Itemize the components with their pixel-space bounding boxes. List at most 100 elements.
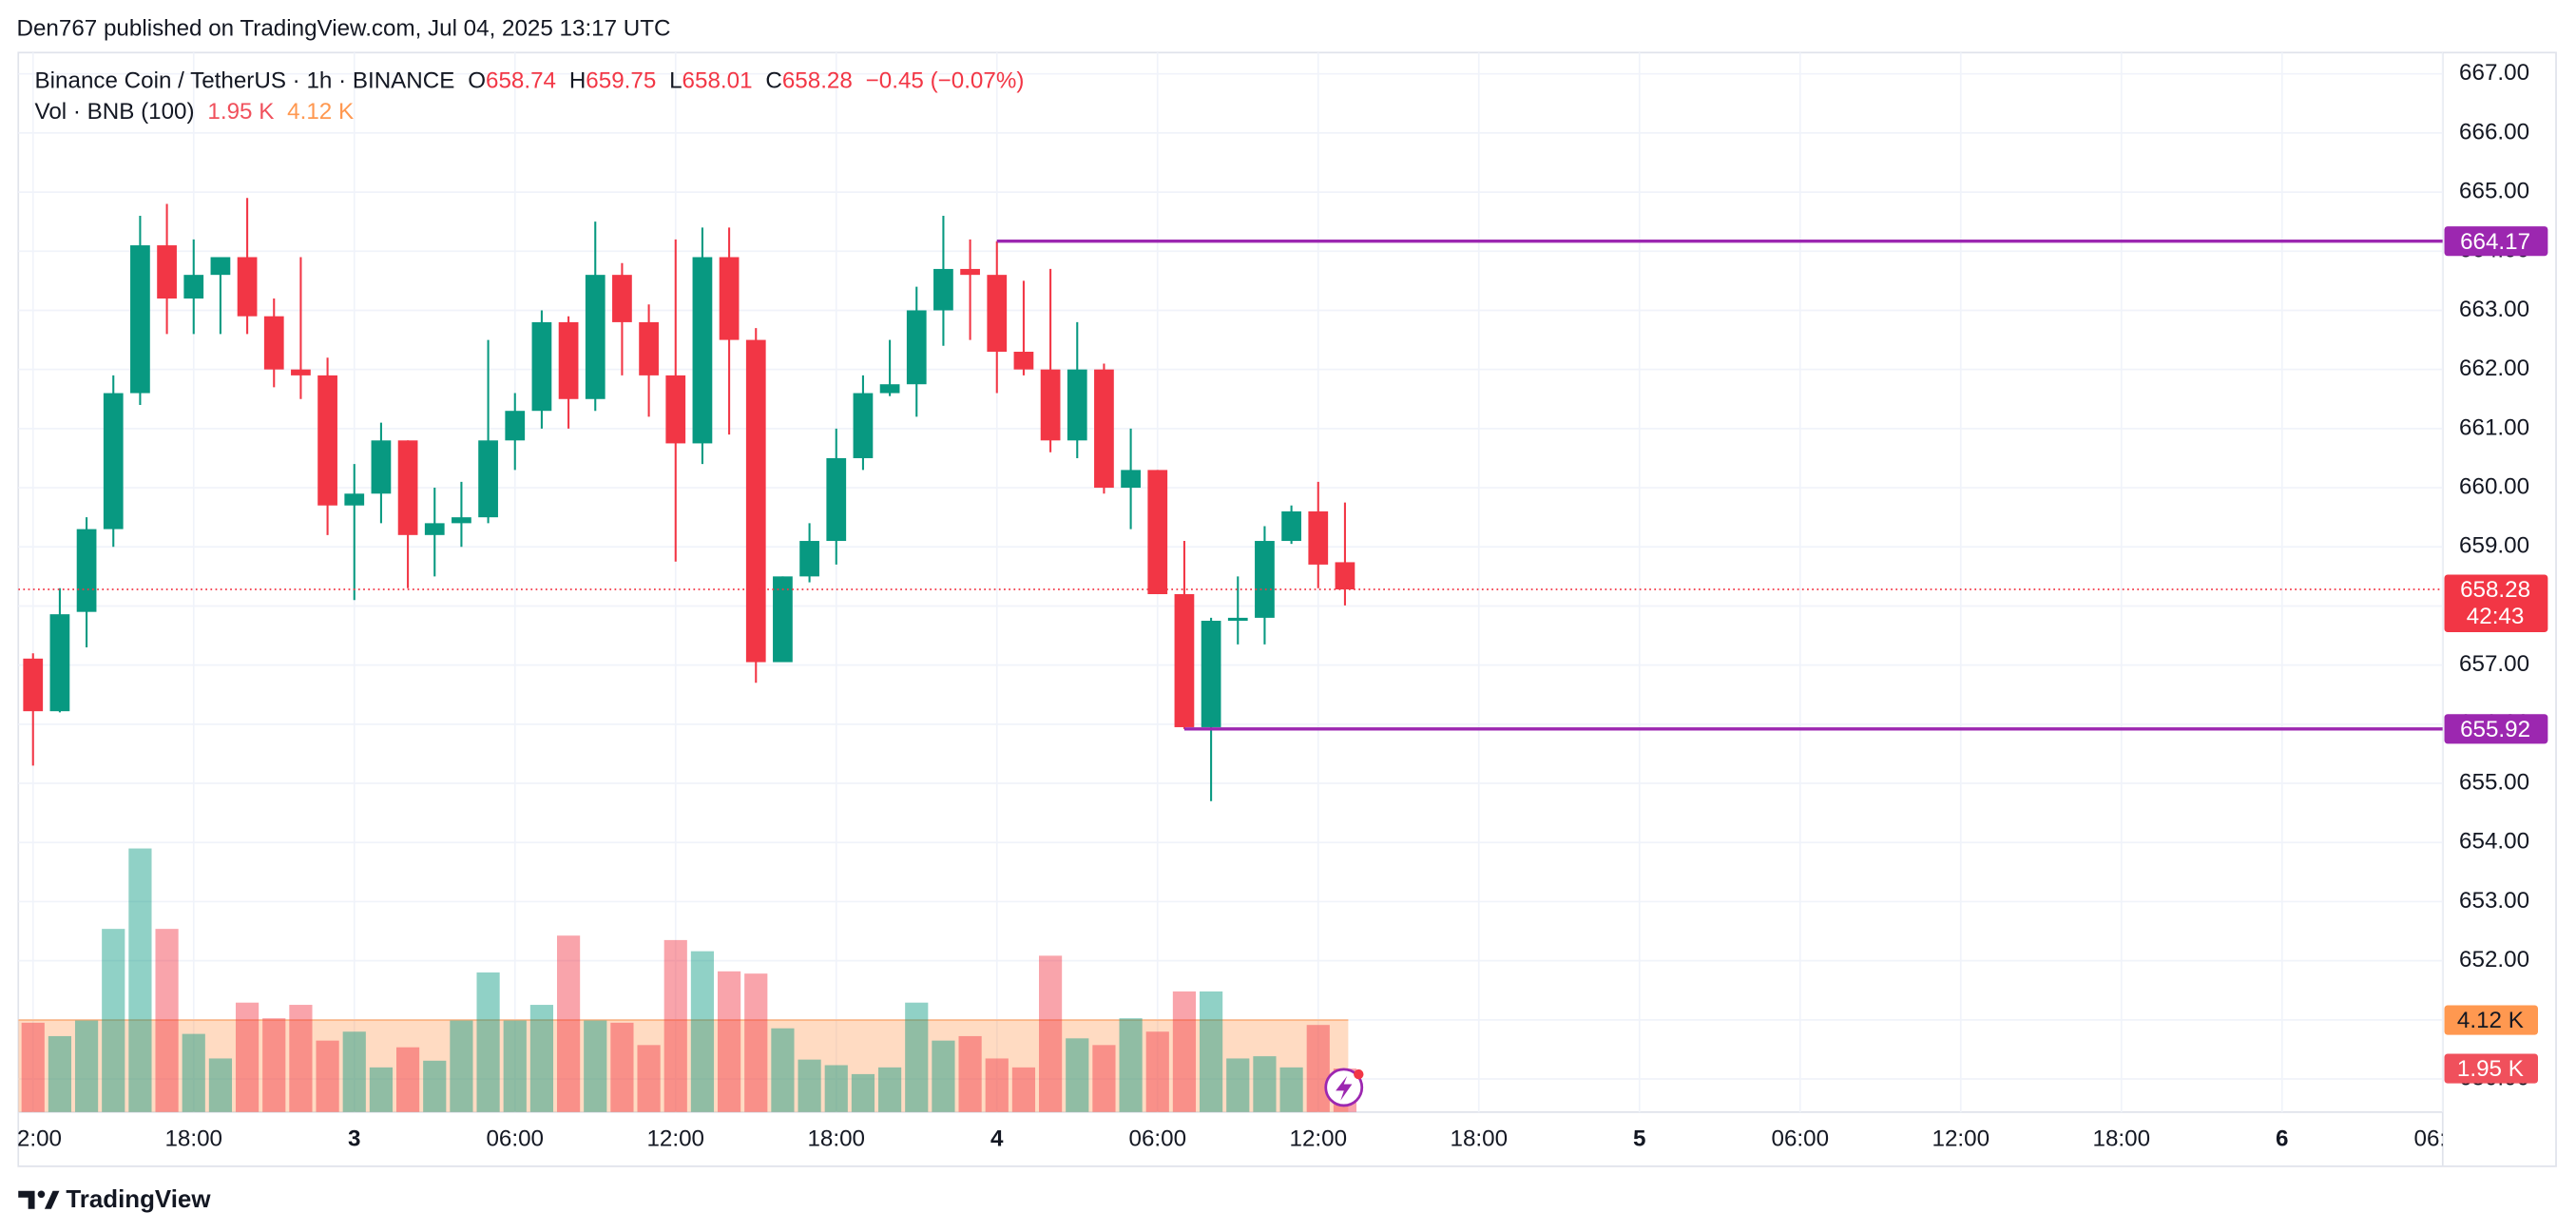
grid [18,52,2443,1112]
volume-bar [1119,1018,1143,1112]
x-tick-label: 5 [1633,1126,1645,1152]
candle-body [639,321,659,375]
volume-bar [182,1033,205,1112]
volume-bar [395,1047,420,1112]
y-tick-label: 652.00 [2459,947,2529,972]
volume-ma-tag [2444,1005,2539,1035]
volume-value: 1.95 K [207,100,274,125]
x-tick-label: 06:00 [2414,1126,2472,1152]
candle-body [1067,369,1087,441]
x-tick-label: 3 [348,1126,360,1152]
volume-bar [663,939,687,1112]
candle-body [1227,617,1248,622]
candle-body [1094,369,1114,489]
candle-body [478,440,498,518]
brand: TradingView [66,1186,211,1213]
volume-bar [369,1067,394,1112]
candle-body [103,393,124,529]
ohlc-letter: H [569,68,586,94]
volume-bar [932,1040,955,1112]
x-tick-label: 6 [2276,1126,2288,1152]
volume-title: Vol · BNB (100) [35,100,195,125]
y-tick-label: 659.00 [2459,533,2529,559]
volume-bar [342,1031,366,1112]
candle-body [505,411,526,441]
legend: Binance Coin / TetherUS · 1h · BINANCE O6… [35,68,1025,125]
symbol: Binance Coin / TetherUS · 1h · BINANCE [35,68,455,94]
ohlc-letter: O [468,68,486,94]
candle-body [371,440,392,494]
y-tick-label: 662.00 [2459,356,2529,381]
candle-body [49,614,70,712]
change: −0.45 (−0.07%) [866,68,1025,94]
volume-bar [235,1002,260,1112]
legend-row: Vol · BNB (100) 1.95 K 4.12 K [35,100,355,125]
candle-body [1174,594,1195,727]
volume-bar [584,1020,607,1112]
candle-body [183,275,204,299]
volume-bar [744,973,768,1112]
volume-bar [1200,991,1223,1112]
candle-body [291,369,311,375]
candle-body [1335,562,1355,590]
publisher: Den767 published on TradingView.com, Jul… [17,15,671,41]
candle-body [1121,470,1141,489]
volume-tag [2444,1053,2539,1084]
x-tick-label: 18:00 [807,1126,865,1152]
volume-bar [316,1040,339,1112]
volume-pane [18,848,1357,1112]
volume-bar [128,848,152,1112]
y-tick-label: 657.00 [2459,651,2529,677]
candle-body [585,275,606,399]
volume-bar [21,1022,45,1112]
level-tag [2444,226,2548,257]
frame [17,51,2557,1167]
ohlc-letter: C [765,68,781,94]
x-tick-label: 18:00 [164,1126,222,1152]
volume-ma-value: 4.12 K [287,100,354,125]
candle-body [826,457,847,542]
price-tag-label: 658.28 [2460,577,2530,603]
x-tick-label: 4 [990,1126,1004,1152]
volume-bar [1279,1067,1303,1112]
volume-bar [905,1002,929,1112]
candle-body [1040,369,1061,441]
candle-body [987,275,1008,353]
volume-bar [102,929,125,1112]
candle-body [745,339,766,663]
volume-tag-label: 1.95 K [2457,1056,2524,1082]
candle-body [612,275,632,322]
price-pane [18,198,2443,801]
volume-bar [877,1067,902,1112]
price-tag [2444,574,2548,632]
volume-bar [450,1020,473,1112]
candle-body [933,268,953,311]
candle-body [397,440,418,535]
volume-bar [476,972,500,1112]
volume-bar [637,1045,661,1112]
volume-bar [74,1020,99,1112]
x-tick-label: 12:00 [646,1126,704,1152]
candle-body [76,529,97,612]
volume-bar [1145,1031,1169,1112]
volume-bar [1172,991,1197,1112]
candle-body [157,245,177,299]
volume-bar [798,1059,821,1112]
candle-body [799,541,819,577]
candle-body [317,375,337,506]
candle-body [210,257,231,276]
x-tick-label: 06:00 [486,1126,544,1152]
countdown: 42:43 [2467,604,2525,629]
y-tick-label: 655.00 [2459,769,2529,795]
volume-bar [1306,1025,1330,1112]
volume-bar [529,1005,554,1112]
candle-body [1308,510,1329,565]
candle-body [130,245,150,394]
volume-bar [958,1035,982,1112]
candle-body [424,523,445,535]
volume-ma-area [18,1020,1349,1112]
time-axis: 12:00 18:00 3 06:00 12:00 18:00 4 06:00 12:00 18:… [18,1126,2472,1152]
